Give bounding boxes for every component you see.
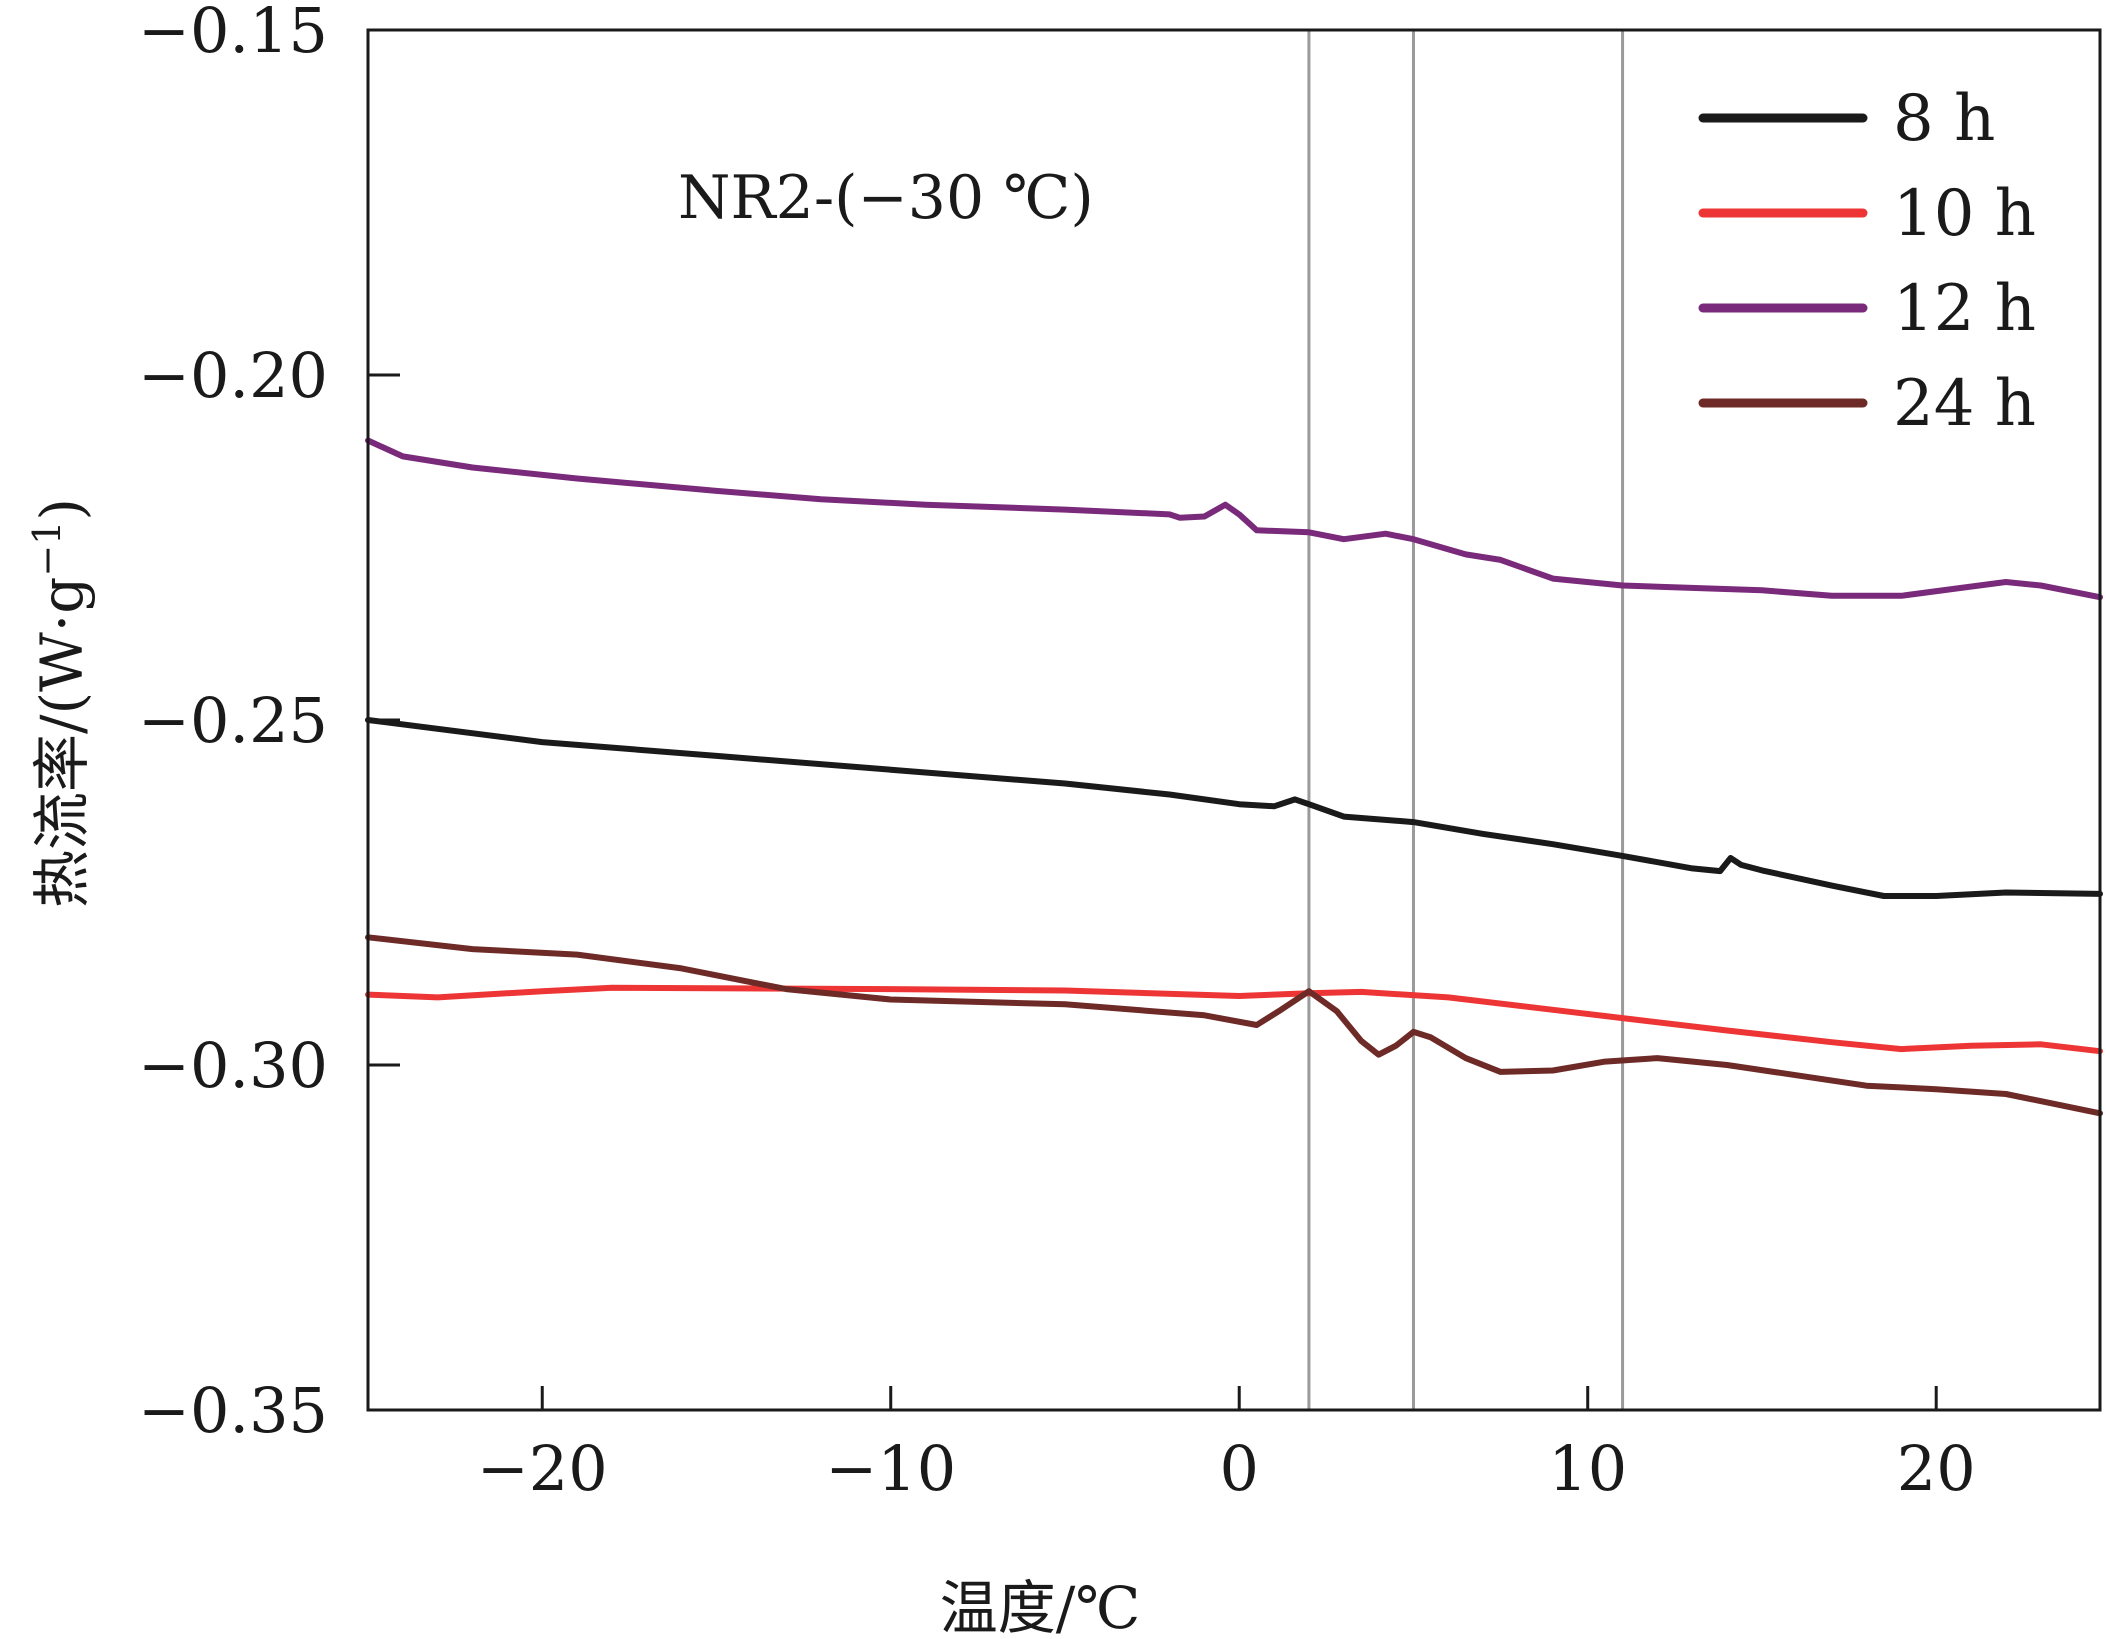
x-tick-label: −20 [477,1432,608,1505]
y-axis: −0.35 −0.30 −0.25 −0.20 −0.15 [138,0,400,1447]
y-tick-label: −0.30 [138,1029,328,1102]
series-layer [365,437,2103,1117]
legend-label-3: 12 h [1893,272,2036,346]
legend: 8 h 10 h 12 h 24 h [1698,82,2036,441]
y-axis-title: 热流率/(W·g−1) [25,498,96,908]
x-axis: −20 −10 0 10 20 [477,1386,1976,1505]
plot-frame [366,28,2102,1412]
x-tick-label: 20 [1897,1432,1976,1505]
series-line-4 [365,934,2103,1117]
legend-label-2: 10 h [1893,177,2036,251]
x-axis-title: 温度/℃ [940,1574,1140,1639]
y-tick-label: −0.15 [138,0,328,67]
y-axis-title-main: 热流率/(W·g [28,577,96,908]
y-axis-title-tail: ) [28,498,96,521]
y-axis-title-superscript: −1 [25,521,69,577]
y-tick-label: −0.35 [138,1374,328,1447]
x-tick-label: 10 [1548,1432,1627,1505]
reference-lines [1307,30,1625,1410]
legend-label-4: 24 h [1893,367,2036,441]
y-tick-label: −0.25 [138,684,328,757]
x-tick-label: 0 [1220,1432,1259,1505]
series-line-2 [365,984,2103,1055]
y-tick-label: −0.20 [138,339,328,412]
series-line-1 [365,717,2103,899]
x-tick-label: −10 [825,1432,956,1505]
series-line-3 [365,437,2103,601]
chart-annotation: NR2-(−30 ℃) [678,163,1094,233]
legend-label-1: 8 h [1893,82,1995,156]
